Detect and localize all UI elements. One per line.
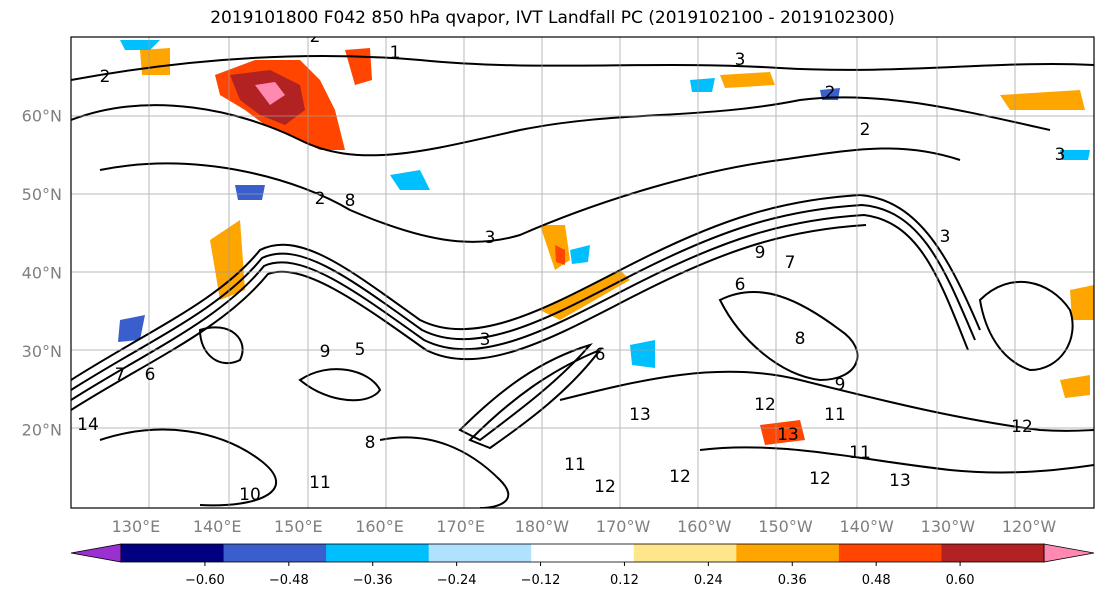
contour-label: 12 [809,469,831,489]
contour-label: 3 [480,330,491,350]
colorbar-extend-high [1043,543,1095,563]
contour-label: 14 [77,415,99,435]
colorbar-tick-label: 0.60 [946,573,975,588]
contour-label: 3 [940,227,951,247]
colorbar-frame [120,543,1045,563]
colorbar-tick-label: −0.60 [185,573,225,588]
contour-label: 7 [785,253,796,273]
graticule [71,37,1094,508]
lon-label: 170°W [596,517,651,536]
contour-label: 6 [595,345,606,365]
lon-label: 170°E [436,517,485,536]
colorbar-swatch [223,544,327,562]
contour-label: 2 [315,189,326,209]
contour-label: 7 [115,365,126,385]
contour-label: 2 [310,27,321,47]
contour-label: 11 [564,455,586,475]
colorbar-tick-labels: −0.60 −0.48 −0.36 −0.24 −0.12 0.12 0.24 0.36 0.4… [185,562,975,588]
colorbar-swatch [428,544,532,562]
colorbar-swatch [326,544,430,562]
colorbar-tick-label: 0.48 [862,573,891,588]
contour-label: 13 [777,425,799,445]
contour-label: 11 [849,443,871,463]
colorbar-swatch [531,544,635,562]
lon-label: 140°W [839,517,894,536]
lon-label: 130°W [921,517,976,536]
lon-label: 160°E [355,517,404,536]
lon-label: 130°E [112,517,161,536]
colorbar-tick-label: 0.36 [778,573,807,588]
colorbar-tick-label: −0.12 [521,573,561,588]
colorbar-swatch [736,544,840,562]
lon-label: 150°E [274,517,323,536]
colorbar-swatch [633,544,737,562]
colorbar-swatch [838,544,942,562]
lon-label: 120°W [1002,517,1057,536]
map-border [70,36,1095,509]
lon-label: 140°E [193,517,242,536]
qvapor-shading [118,40,1094,445]
contour-label: 8 [345,191,356,211]
contour-label: 9 [320,342,331,362]
contour-label: 12 [594,477,616,497]
contour-label: 5 [355,340,366,360]
contour-label: 13 [889,471,911,491]
contour-label: 6 [145,365,156,385]
lon-label: 160°W [677,517,732,536]
contour-label: 10 [239,485,261,505]
contour-label: 1 [390,43,401,63]
lat-label: 50°N [22,185,62,204]
colorbar-tick-label: 0.12 [610,573,639,588]
contour-label: 6 [735,275,746,295]
contour-label: 3 [1055,145,1066,165]
contour-label: 2 [100,67,111,87]
contour-label: 2 [860,120,871,140]
colorbar-swatch [121,544,225,562]
lon-label: 180°W [515,517,570,536]
contour-label: 9 [835,375,846,395]
contour-label: 2 [825,83,836,103]
contour-label: 13 [629,405,651,425]
lat-label: 40°N [22,264,62,283]
contour-label: 11 [309,473,331,493]
contour-label: 12 [754,395,776,415]
colorbar-tick-label: −0.24 [437,573,477,588]
latitude-labels: 60°N 50°N 40°N 30°N 20°N [22,107,62,440]
contour-label: 12 [1011,417,1033,437]
colorbar-tick-label: −0.48 [269,573,309,588]
lat-label: 30°N [22,342,62,361]
contour-label: 3 [485,228,496,248]
lat-label: 60°N [22,107,62,126]
colorbar-swatch [941,544,1045,562]
contour-label: 12 [669,467,691,487]
colorbar-tick-label: −0.36 [353,573,393,588]
contour-label: 3 [735,50,746,70]
map-title: 2019101800 F042 850 hPa qvapor, IVT Land… [210,8,895,28]
contour-label: 11 [824,405,846,425]
contour-label: 9 [755,243,766,263]
colorbar [70,543,1095,563]
longitude-labels: 130°E 140°E 150°E 160°E 170°E 180°W 170°W 160°W… [112,517,1057,536]
contour-label: 8 [365,433,376,453]
lon-label: 150°W [758,517,813,536]
contour-label: 8 [795,329,806,349]
lat-label: 20°N [22,421,62,440]
colorbar-extend-low [70,543,122,563]
colorbar-tick-label: 0.24 [694,573,723,588]
